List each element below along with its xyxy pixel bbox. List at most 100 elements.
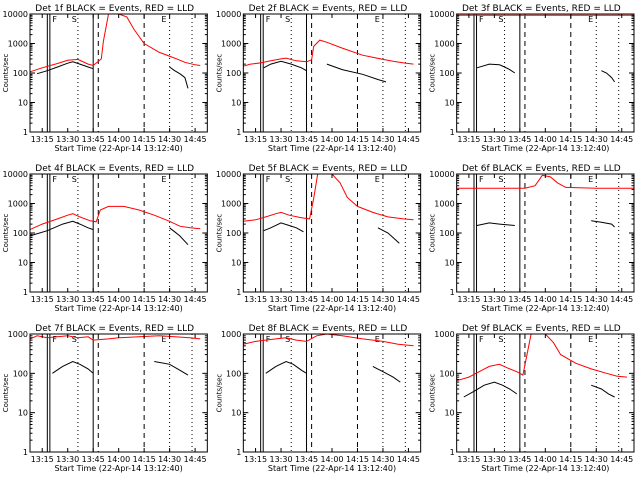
- series-line-events: [169, 227, 189, 246]
- x-tick-label: 14:30: [371, 455, 394, 464]
- series-line-events: [591, 384, 615, 398]
- x-tick-label: 13:30: [483, 135, 506, 144]
- y-axis-label: Counts/sec: [429, 214, 437, 253]
- x-tick-label: 14:45: [397, 455, 420, 464]
- y-axis-label: Counts/sec: [2, 374, 10, 413]
- x-tick-label: 14:00: [534, 455, 557, 464]
- x-tick-label: 13:45: [508, 295, 531, 304]
- x-tick-label: 14:00: [534, 295, 557, 304]
- region-letter: S: [72, 335, 77, 344]
- region-letter: S: [498, 175, 503, 184]
- y-tick-label: 10: [18, 259, 28, 268]
- x-axis-label: Start Time (22-Apr-14 13:12:40): [481, 464, 609, 473]
- x-tick-label: 14:15: [346, 455, 369, 464]
- x-axis-label: Start Time (22-Apr-14 13:12:40): [481, 144, 609, 153]
- region-letter: F: [52, 15, 57, 24]
- x-tick-label: 13:45: [508, 455, 531, 464]
- y-tick-label: 1: [236, 448, 241, 457]
- x-axis-label: Start Time (22-Apr-14 13:12:40): [268, 144, 396, 153]
- x-tick-label: 14:00: [320, 135, 343, 144]
- x-tick-label: 13:15: [457, 295, 480, 304]
- region-letter: S: [285, 335, 290, 344]
- y-tick-label: 1000: [434, 330, 454, 339]
- region-letter: F: [479, 175, 484, 184]
- x-tick-label: 14:15: [133, 455, 156, 464]
- x-tick-label: 14:30: [585, 135, 608, 144]
- x-tick-label: 14:00: [534, 135, 557, 144]
- y-tick-label: 10: [444, 409, 454, 418]
- region-letter: F: [479, 335, 484, 344]
- chart-title: Det 3f BLACK = Events, RED = LLD: [462, 4, 621, 14]
- plot-frame: [242, 13, 422, 133]
- x-tick-label: 13:30: [270, 455, 293, 464]
- series-line-events: [463, 381, 518, 398]
- chart-title: Det 9f BLACK = Events, RED = LLD: [462, 324, 621, 334]
- y-tick-label: 1: [450, 448, 455, 457]
- x-tick-label: 14:45: [397, 295, 420, 304]
- series-line-events: [476, 222, 515, 226]
- y-tick-label: 100: [226, 369, 241, 378]
- y-tick-label: 10: [231, 259, 241, 268]
- chart-title: Det 2f BLACK = Events, RED = LLD: [249, 4, 408, 14]
- y-tick-label: 1000: [434, 200, 454, 209]
- y-tick-label: 100: [13, 369, 28, 378]
- x-tick-label: 13:30: [56, 135, 79, 144]
- series-line-lld: [456, 174, 634, 189]
- region-letter: E: [161, 335, 166, 344]
- x-tick-label: 13:45: [295, 455, 318, 464]
- region-letter: S: [72, 15, 77, 24]
- y-tick-label: 1000: [8, 330, 28, 339]
- region-letter: E: [375, 15, 380, 24]
- y-tick-label: 10000: [216, 170, 241, 179]
- x-tick-label: 14:30: [158, 455, 181, 464]
- x-tick-label: 13:15: [244, 455, 267, 464]
- x-tick-label: 14:15: [559, 295, 582, 304]
- region-letter: F: [52, 335, 57, 344]
- x-tick-label: 14:30: [585, 295, 608, 304]
- plot-frame: [29, 333, 208, 453]
- y-tick-label: 1: [23, 448, 28, 457]
- y-tick-label: 1000: [221, 40, 241, 49]
- series-line-events: [372, 365, 401, 383]
- x-tick-label: 14:45: [610, 295, 633, 304]
- x-tick-label: 13:15: [31, 455, 54, 464]
- series-line-lld: [29, 205, 201, 231]
- region-letter: E: [588, 15, 593, 24]
- y-tick-label: 100: [13, 229, 28, 238]
- series-line-events: [263, 60, 307, 72]
- x-tick-label: 13:15: [31, 135, 54, 144]
- x-axis-label: Start Time (22-Apr-14 13:12:40): [55, 304, 183, 313]
- x-axis-label: Start Time (22-Apr-14 13:12:40): [55, 464, 183, 473]
- series-line-events: [265, 360, 307, 374]
- y-tick-label: 100: [226, 229, 241, 238]
- series-line-events: [326, 63, 387, 83]
- x-tick-label: 13:45: [295, 135, 318, 144]
- y-tick-label: 100: [13, 69, 28, 78]
- series-line-events: [169, 66, 189, 89]
- x-tick-label: 14:15: [346, 135, 369, 144]
- region-letter: E: [375, 175, 380, 184]
- plot-frame: [29, 173, 208, 293]
- y-tick-label: 1000: [8, 40, 28, 49]
- region-letter: S: [285, 175, 290, 184]
- x-tick-label: 13:15: [244, 295, 267, 304]
- series-line-events: [591, 220, 615, 228]
- x-tick-label: 13:30: [483, 455, 506, 464]
- region-letter: S: [72, 175, 77, 184]
- x-tick-label: 13:30: [483, 295, 506, 304]
- series-line-events: [601, 70, 616, 83]
- y-tick-label: 10: [18, 409, 28, 418]
- y-tick-label: 10: [444, 259, 454, 268]
- series-line-events: [52, 360, 94, 374]
- chart-title: Det 5f BLACK = Events, RED = LLD: [249, 164, 408, 174]
- series-line-events: [377, 227, 400, 244]
- x-tick-label: 14:45: [397, 135, 420, 144]
- plot-frame: [456, 173, 635, 293]
- y-tick-label: 100: [439, 229, 454, 238]
